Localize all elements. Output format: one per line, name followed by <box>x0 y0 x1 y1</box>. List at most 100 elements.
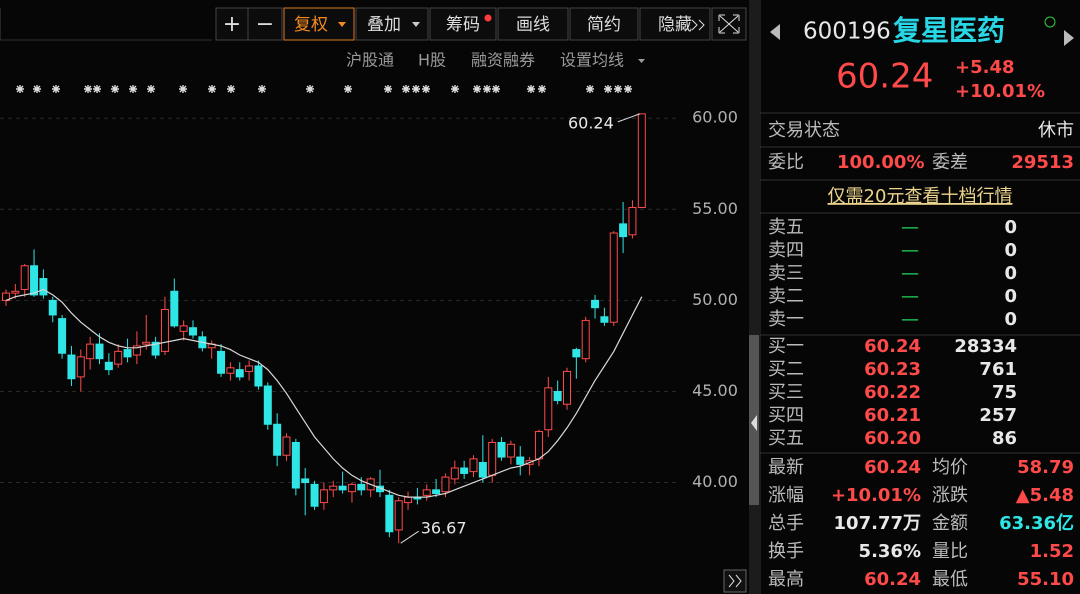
event-marker <box>384 85 392 93</box>
toolbar-button[interactable] <box>569 7 639 41</box>
promo-link[interactable]: 仅需20元查看十档行情 <box>828 186 1013 207</box>
next-stock[interactable] <box>1064 30 1074 46</box>
event-marker <box>227 85 235 93</box>
expand-button[interactable] <box>723 569 747 593</box>
candle-body <box>469 458 478 473</box>
bid-price: 60.22 <box>864 382 921 403</box>
bid-label: 买二 <box>768 359 804 380</box>
event-marker <box>84 85 92 93</box>
change-pct: +10.01% <box>955 81 1045 102</box>
chart-option[interactable]: 设置均线 <box>560 51 624 70</box>
event-marker <box>16 85 24 93</box>
candle-body <box>217 350 226 374</box>
bid-label: 买四 <box>768 405 804 426</box>
ask-volume: 0 <box>1004 263 1017 284</box>
candle-body <box>460 467 469 474</box>
toolbar-label: 简约 <box>587 15 621 35</box>
status-label: 交易状态 <box>768 120 840 141</box>
event-marker <box>93 85 101 93</box>
toolbar-label: 筹码 <box>446 15 480 35</box>
event-marker <box>422 85 430 93</box>
candle-body <box>516 456 525 465</box>
toolbar-button[interactable] <box>497 7 569 41</box>
y-tick-label: 55.00 <box>692 199 738 218</box>
ask-price: — <box>901 263 919 284</box>
candle-body <box>544 387 553 431</box>
candle-body <box>591 299 600 309</box>
ratio-value: 100.00% <box>837 152 925 173</box>
ask-volume: 0 <box>1004 217 1017 238</box>
collapse-arrow[interactable] <box>751 415 757 431</box>
status-icon <box>1044 16 1056 28</box>
candle-body <box>11 290 20 294</box>
stat-label: 最低 <box>932 569 968 590</box>
stat-value: +10.01% <box>831 485 921 506</box>
candle-body <box>357 483 366 491</box>
candle-body <box>39 278 48 296</box>
bid-volume: 257 <box>979 405 1017 426</box>
stat-label: 金额 <box>932 513 968 534</box>
bid-label: 买五 <box>768 428 804 449</box>
toolbar-button[interactable] <box>639 7 711 41</box>
event-marker <box>614 85 622 93</box>
option-arrow <box>638 59 645 63</box>
event-marker <box>492 85 500 93</box>
prev-stock[interactable] <box>770 24 780 40</box>
event-marker <box>402 85 410 93</box>
bid-volume: 86 <box>992 428 1017 449</box>
candle-body <box>282 436 291 456</box>
candle-body <box>151 341 160 356</box>
toolbar-label: 叠加 <box>367 15 401 35</box>
candle-body <box>76 356 85 378</box>
status-value: 休市 <box>1038 120 1074 141</box>
expand-icon <box>728 574 742 588</box>
event-marker <box>129 85 137 93</box>
annotation-arrow <box>617 113 640 123</box>
candle-body <box>563 370 571 405</box>
scrollbar[interactable] <box>749 0 759 594</box>
candle-body <box>553 390 562 402</box>
event-marker <box>412 85 420 93</box>
toolbar-label: + <box>223 12 241 37</box>
dropdown-arrow <box>412 22 420 27</box>
candle-body <box>58 318 67 354</box>
chart-option[interactable]: 融资融券 <box>471 51 535 70</box>
event-marker <box>538 85 546 93</box>
candle-body <box>422 489 431 496</box>
notice-dot <box>484 14 492 22</box>
toolbar-button[interactable] <box>429 7 497 41</box>
candle-body <box>534 431 543 460</box>
ask-volume: 0 <box>1004 286 1017 307</box>
stat-value: 5.36% <box>859 541 921 562</box>
event-marker <box>52 85 60 93</box>
fullscreen-icon <box>718 14 740 34</box>
ask-label: 卖二 <box>768 286 804 307</box>
toolbar-button[interactable] <box>247 7 283 41</box>
ask-label: 卖四 <box>768 240 804 261</box>
candle-body <box>273 423 282 456</box>
price: 60.24 <box>836 57 933 97</box>
event-marker <box>306 85 314 93</box>
event-marker <box>483 85 491 93</box>
candle-body <box>254 365 263 387</box>
candle-body <box>385 494 394 533</box>
event-marker <box>147 85 155 93</box>
event-marker <box>604 85 612 93</box>
diff-label: 委差 <box>932 152 968 173</box>
bid-price: 60.20 <box>864 428 921 449</box>
toolbar-button[interactable] <box>283 7 355 41</box>
chart-option[interactable]: 沪股通 <box>346 51 394 70</box>
chart-option[interactable]: H股 <box>418 51 446 70</box>
candle-body <box>572 349 581 358</box>
candle-body <box>319 489 328 504</box>
stat-value: 60.24 <box>864 569 921 590</box>
candle-body <box>394 500 403 531</box>
stat-label: 涨幅 <box>768 485 804 506</box>
bid-label: 买三 <box>768 382 804 403</box>
ask-label: 卖一 <box>768 309 804 330</box>
candle-body <box>441 476 450 493</box>
candle-body <box>114 350 123 365</box>
toolbar-label: 隐藏 <box>658 15 692 35</box>
candle-body <box>609 232 618 323</box>
